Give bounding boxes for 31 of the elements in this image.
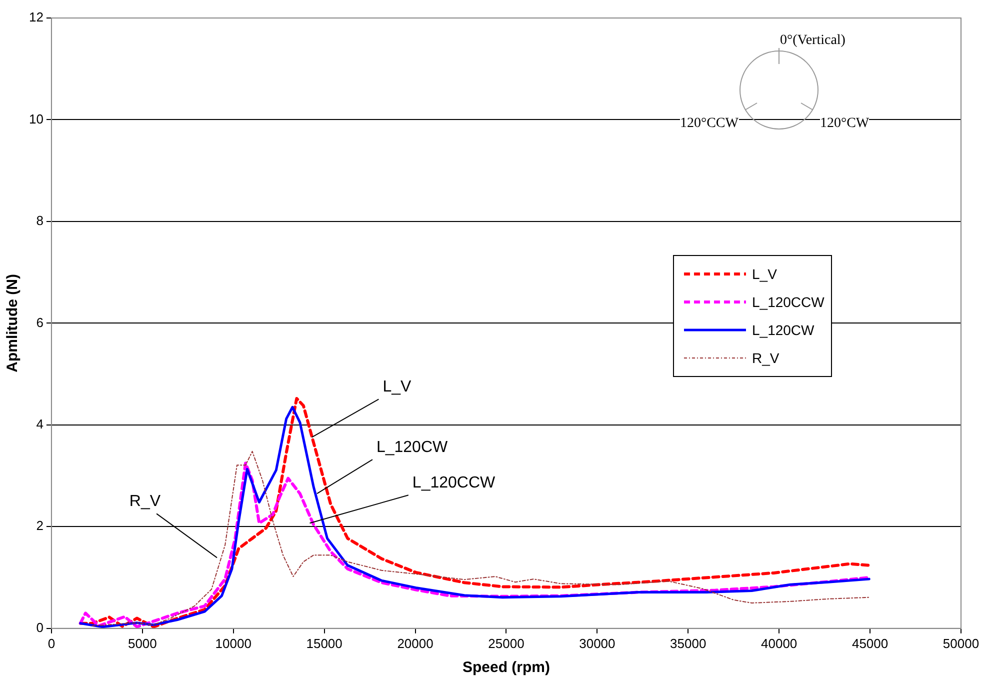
annotation: 120°CCW	[680, 116, 738, 132]
x-tick-label: 10000	[215, 636, 252, 651]
y-tick-label: 12	[28, 10, 44, 25]
legend-label: L_120CW	[752, 322, 814, 338]
annotation: R_V	[129, 493, 161, 510]
x-tick-label: 25000	[488, 636, 524, 651]
annotation: 120°CW	[820, 116, 870, 132]
y-tick-label: 0	[36, 620, 44, 635]
x-tick-label: 50000	[942, 636, 980, 651]
annotation: L_120CCW	[412, 474, 496, 492]
legend-label: L_V	[752, 266, 777, 282]
annotation: L_120CW	[376, 439, 449, 456]
y-axis-title: Apmlitude (N)	[4, 274, 22, 372]
x-axis-title: Speed (rpm)	[462, 659, 550, 676]
x-tick-label: 15000	[306, 636, 342, 651]
annotation: L_V	[382, 378, 412, 396]
x-tick-label: 45000	[852, 636, 888, 651]
y-tick-label: 10	[28, 111, 44, 126]
annotation: 0°(Vertical)	[780, 33, 846, 49]
x-tick-label: 40000	[761, 636, 798, 651]
legend-label: R_V	[752, 350, 780, 366]
y-tick-label: 4	[36, 416, 44, 432]
y-tick-label: 6	[36, 314, 44, 330]
x-tick-label: 0	[48, 636, 56, 651]
legend-label: L_120CCW	[752, 294, 824, 310]
x-tick-label: 5000	[128, 636, 157, 651]
x-tick-label: 30000	[579, 636, 616, 651]
y-tick-label: 2	[36, 518, 44, 534]
y-tick-label: 8	[36, 213, 44, 228]
x-tick-label: 20000	[397, 636, 434, 651]
x-tick-label: 35000	[670, 636, 706, 651]
